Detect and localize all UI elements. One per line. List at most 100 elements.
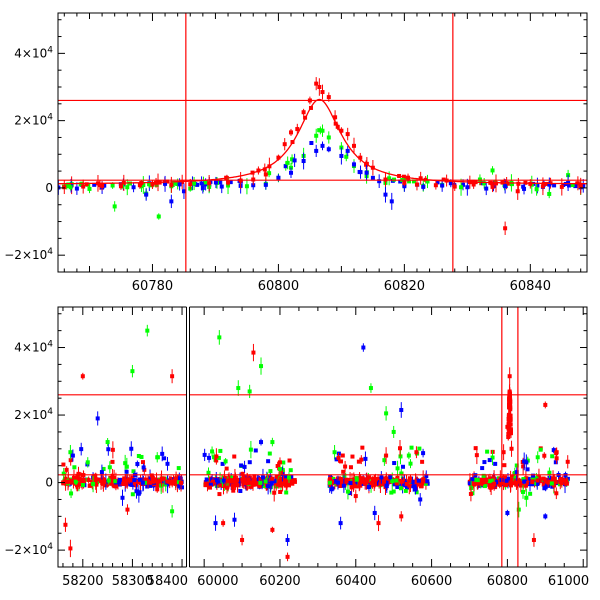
data-point xyxy=(247,460,252,465)
data-point xyxy=(63,522,68,527)
data-point xyxy=(145,484,150,489)
data-point xyxy=(142,480,147,485)
data-point xyxy=(327,480,332,485)
data-point xyxy=(467,481,472,486)
data-point xyxy=(224,466,229,471)
data-point xyxy=(130,369,135,374)
data-point xyxy=(212,455,217,460)
data-point xyxy=(318,128,323,133)
data-point xyxy=(504,483,509,488)
data-point xyxy=(341,483,346,488)
data-point xyxy=(106,478,111,483)
data-point xyxy=(377,179,382,184)
data-point xyxy=(259,440,264,445)
data-point xyxy=(61,481,66,486)
data-point xyxy=(473,477,478,482)
data-point xyxy=(290,481,295,486)
data-point xyxy=(283,480,288,485)
data-point xyxy=(204,180,209,185)
data-point xyxy=(421,477,426,482)
data-point xyxy=(112,204,117,209)
data-point xyxy=(68,546,73,551)
data-point xyxy=(110,447,115,452)
data-point xyxy=(358,170,363,175)
data-point xyxy=(515,189,520,194)
data-point xyxy=(108,475,113,480)
data-point xyxy=(343,464,348,469)
data-point xyxy=(221,478,226,483)
data-point xyxy=(492,481,497,486)
data-point xyxy=(239,463,244,468)
data-point xyxy=(333,115,338,120)
data-point xyxy=(240,471,245,476)
y-tick-label: −2×104 xyxy=(4,542,53,557)
data-point xyxy=(192,181,197,186)
data-point xyxy=(289,474,294,479)
data-point xyxy=(234,480,239,485)
data-point xyxy=(188,182,193,187)
data-point xyxy=(230,479,235,484)
data-point xyxy=(94,482,99,487)
data-point xyxy=(366,482,371,487)
data-point xyxy=(301,159,306,163)
data-point xyxy=(85,460,90,465)
data-point xyxy=(501,450,506,455)
data-point xyxy=(180,485,185,490)
data-point xyxy=(504,478,509,483)
data-point xyxy=(292,158,297,163)
data-point xyxy=(551,478,556,483)
data-point xyxy=(508,427,513,432)
data-point xyxy=(528,491,533,496)
data-point xyxy=(314,148,319,153)
data-point xyxy=(263,479,268,484)
data-point xyxy=(120,495,125,500)
data-point xyxy=(425,179,430,184)
bottom-plot-area xyxy=(58,307,587,567)
data-point xyxy=(493,181,498,186)
data-point xyxy=(409,445,414,450)
data-point xyxy=(359,457,364,462)
data-point xyxy=(412,479,417,484)
data-point xyxy=(328,483,333,488)
data-point xyxy=(471,482,476,487)
data-point xyxy=(237,478,242,483)
data-point xyxy=(493,461,498,466)
data-point xyxy=(404,485,409,490)
data-point xyxy=(383,177,388,182)
data-point xyxy=(73,479,78,484)
data-point xyxy=(372,510,377,515)
data-point xyxy=(513,475,518,480)
data-point xyxy=(388,475,393,480)
data-point xyxy=(268,469,273,474)
data-point xyxy=(488,485,493,490)
data-point xyxy=(288,477,293,482)
data-point xyxy=(487,458,492,463)
data-point xyxy=(487,479,492,484)
data-point xyxy=(272,490,277,495)
data-point xyxy=(566,180,571,185)
data-point xyxy=(391,489,396,494)
data-point xyxy=(360,445,365,450)
data-point xyxy=(64,467,69,472)
data-point xyxy=(475,478,480,483)
data-point xyxy=(531,473,536,478)
data-point xyxy=(363,456,368,461)
data-point xyxy=(528,181,533,186)
data-point xyxy=(339,153,344,158)
data-point xyxy=(140,460,145,465)
data-point xyxy=(400,482,405,487)
data-point xyxy=(478,477,483,482)
y-tick-label: −2×104 xyxy=(4,247,53,262)
data-point xyxy=(208,482,213,487)
data-point xyxy=(382,458,387,463)
data-point xyxy=(71,475,76,480)
data-point xyxy=(139,454,144,459)
data-point xyxy=(253,448,258,453)
data-point xyxy=(247,389,252,394)
data-point xyxy=(378,482,383,487)
data-point xyxy=(542,477,547,482)
data-point xyxy=(284,483,289,488)
data-point xyxy=(535,478,540,483)
data-point xyxy=(177,477,182,482)
